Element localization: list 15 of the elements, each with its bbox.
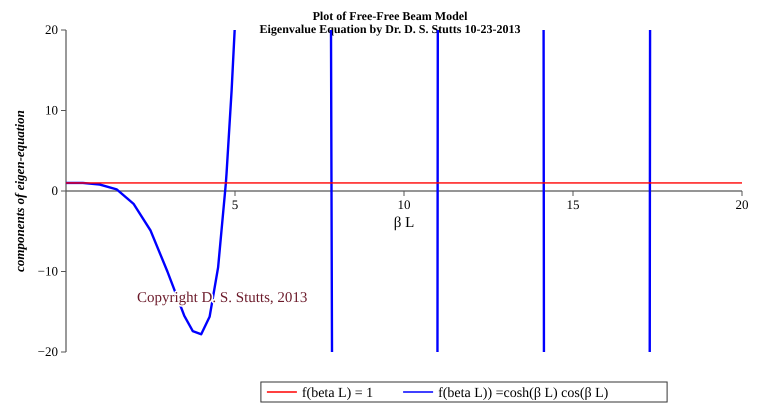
y-tick-label: 10	[45, 102, 58, 118]
legend-label: f(beta L)) =cosh(β L) cos(β L)	[438, 386, 609, 401]
x-tick-label: 5	[232, 197, 238, 212]
chart-title: Plot of Free-Free Beam Model	[312, 9, 468, 23]
x-axis-title: β L	[394, 215, 414, 231]
y-tick-label: 20	[45, 22, 58, 37]
y-tick-label: 0	[52, 183, 58, 198]
legend-label: f(beta L) = 1	[302, 386, 374, 401]
x-tick-label: 20	[736, 197, 748, 212]
chart-subtitle: Eigenvalue Equation by Dr. D. S. Stutts 10-23-2013	[260, 22, 520, 36]
x-tick-label: 10	[398, 197, 410, 212]
y-axis-title: components of eigen-equation	[12, 110, 27, 272]
y-tick-label: −20	[38, 344, 58, 359]
x-tick-label: 15	[566, 197, 580, 212]
y-tick-label: −10	[38, 264, 58, 278]
